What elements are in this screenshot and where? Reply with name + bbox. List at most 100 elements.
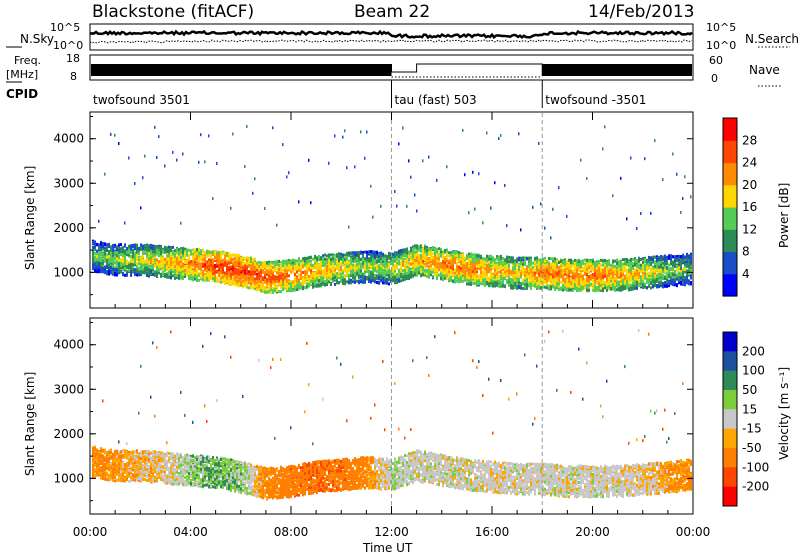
data-cell [418, 266, 420, 270]
data-cell [292, 280, 294, 284]
data-cell [184, 269, 186, 272]
data-cell [328, 274, 330, 278]
data-cell [446, 270, 448, 274]
data-cell [368, 250, 370, 254]
data-cell [114, 268, 116, 271]
data-cell [156, 272, 158, 276]
data-cell [254, 285, 256, 288]
data-cell [348, 262, 350, 266]
data-cell [420, 247, 422, 250]
data-cell [436, 265, 438, 269]
data-cell [458, 251, 460, 254]
data-cell [338, 281, 340, 285]
data-cell [310, 274, 312, 277]
data-cell [456, 276, 458, 280]
data-cell [92, 261, 94, 265]
data-cell [134, 254, 136, 258]
data-cell [148, 249, 150, 253]
data-cell [414, 263, 416, 267]
data-cell [400, 263, 402, 267]
data-cell [316, 264, 318, 268]
data-cell [392, 265, 394, 269]
data-cell [378, 255, 380, 259]
data-cell [308, 282, 310, 286]
data-cell [434, 257, 436, 261]
data-cell [182, 270, 184, 274]
data-cell [360, 250, 362, 254]
sparse-echo [254, 177, 256, 181]
data-cell [106, 262, 108, 266]
data-cell [130, 270, 132, 274]
data-cell [230, 272, 232, 276]
data-cell [292, 269, 294, 273]
data-cell [382, 252, 384, 256]
data-cell [370, 257, 372, 261]
data-cell [440, 262, 442, 266]
data-cell [254, 257, 256, 261]
data-cell [162, 267, 164, 271]
sparse-echo [436, 178, 438, 182]
data-cell [338, 253, 340, 257]
data-cell [442, 260, 444, 264]
data-cell [466, 269, 468, 273]
data-cell [92, 241, 94, 244]
data-cell [404, 263, 406, 267]
data-cell [366, 259, 368, 263]
data-cell [152, 260, 154, 264]
data-cell [248, 281, 250, 285]
data-cell [218, 274, 220, 278]
cpid-segment-label: twofsound -3501 [545, 93, 646, 107]
data-cell [96, 249, 98, 253]
data-cell [138, 248, 140, 252]
data-cell [446, 267, 448, 271]
data-cell [228, 260, 230, 264]
data-cell [358, 263, 360, 267]
data-cell [210, 250, 212, 254]
data-cell [226, 272, 228, 276]
data-cell [328, 270, 330, 274]
data-cell [258, 284, 260, 288]
data-cell [204, 266, 206, 270]
data-cell [132, 254, 134, 258]
data-cell [364, 262, 366, 266]
data-cell [180, 248, 182, 252]
data-cell [430, 264, 432, 268]
data-cell [208, 271, 210, 274]
data-cell [134, 272, 136, 276]
data-cell [258, 267, 260, 271]
data-cell [276, 271, 278, 275]
data-cell [184, 255, 186, 259]
data-cell [162, 247, 164, 251]
data-cell [376, 277, 378, 281]
data-cell [310, 269, 312, 273]
data-cell [332, 253, 334, 257]
data-cell [280, 271, 282, 275]
data-cell [134, 258, 136, 262]
data-cell [312, 276, 314, 279]
data-cell [408, 255, 410, 259]
data-cell [226, 277, 228, 281]
data-cell [128, 253, 130, 257]
data-cell [202, 255, 204, 259]
data-cell [404, 270, 406, 274]
data-cell [284, 265, 286, 269]
data-cell [382, 269, 384, 273]
data-cell [104, 243, 106, 246]
data-cell [340, 267, 342, 271]
data-cell [280, 282, 282, 286]
data-cell [264, 273, 266, 277]
data-cell [400, 254, 402, 258]
data-cell [386, 273, 388, 277]
data-cell [378, 280, 380, 284]
data-cell [118, 265, 120, 269]
data-cell [150, 270, 152, 274]
data-cell [228, 276, 230, 280]
data-cell [288, 264, 290, 268]
data-cell [296, 259, 298, 263]
data-cell [342, 281, 344, 285]
data-cell [336, 281, 338, 285]
data-cell [308, 256, 310, 260]
data-cell [100, 242, 102, 246]
data-cell [120, 263, 122, 267]
data-cell [376, 263, 378, 267]
